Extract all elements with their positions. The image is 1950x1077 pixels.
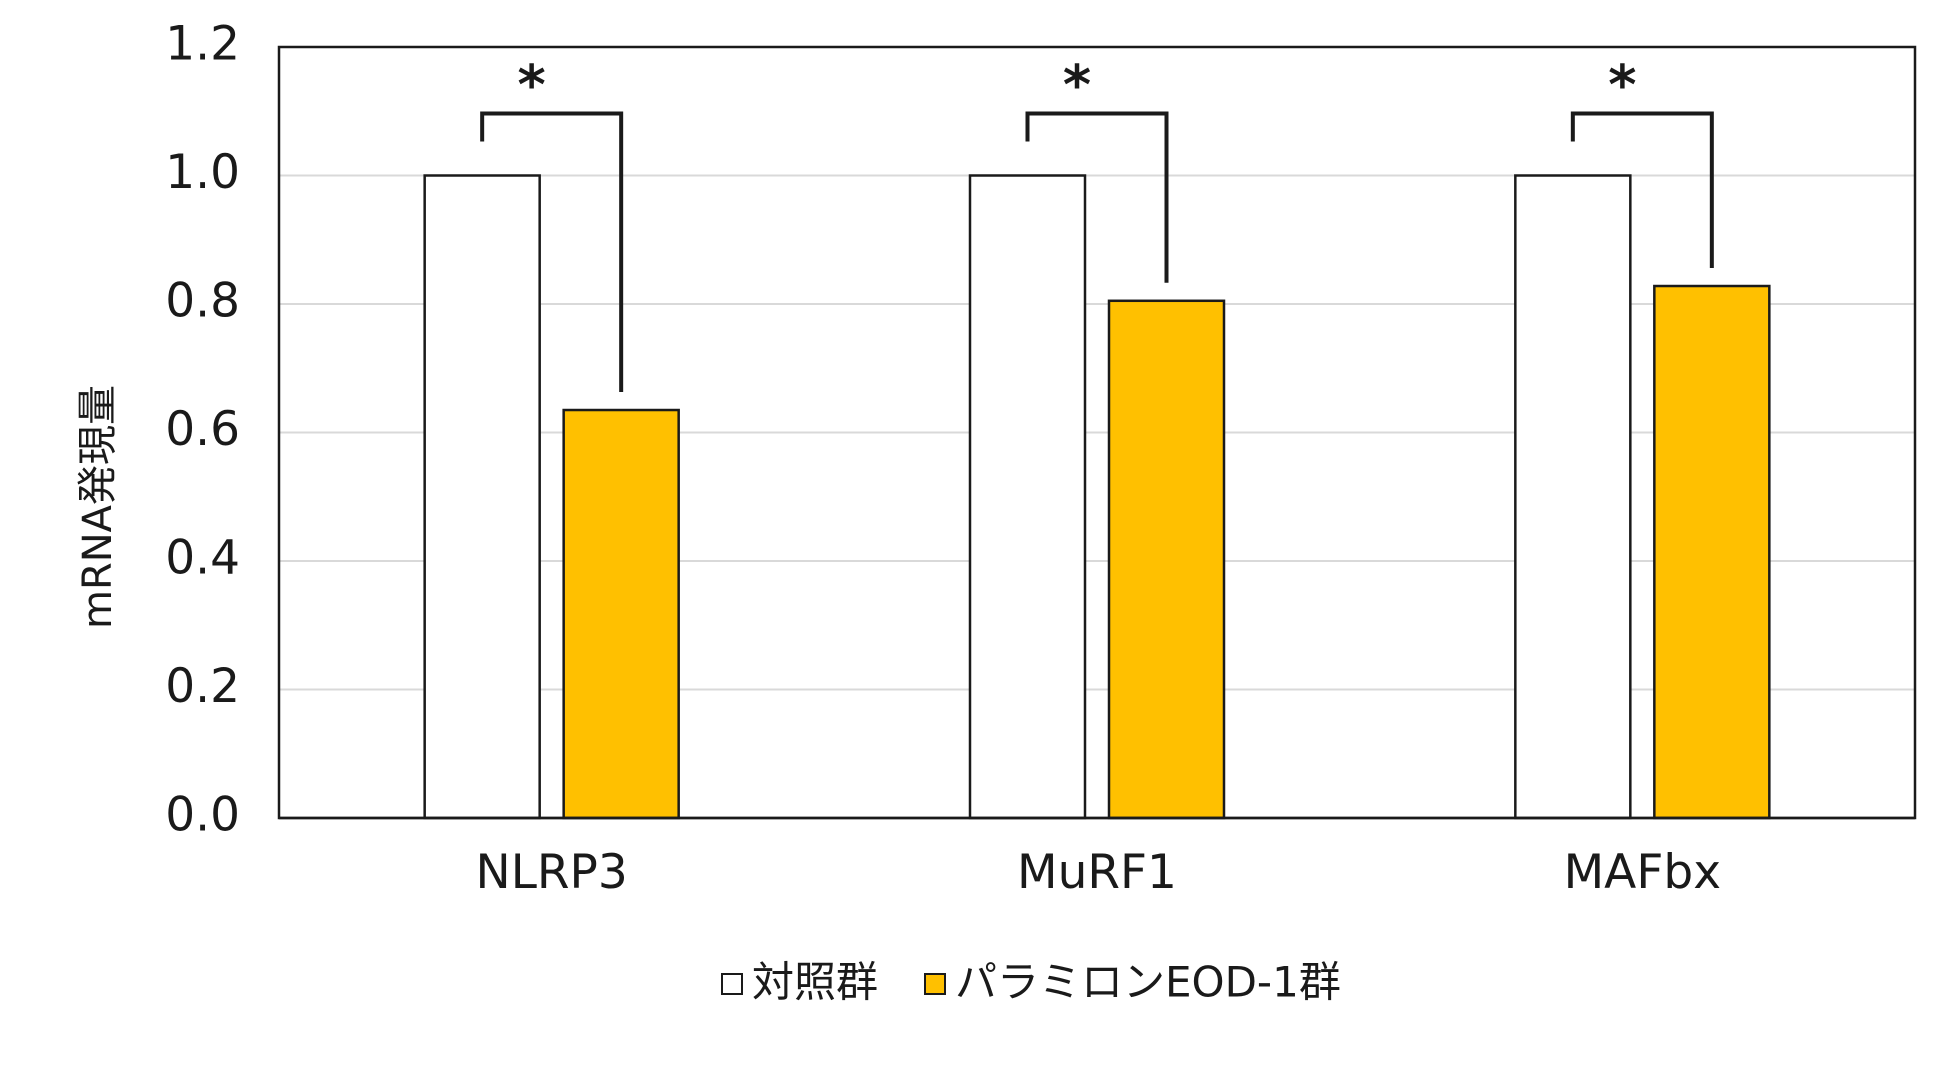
y-tick-label: 0.8 [165,274,240,329]
x-tick-labels: NLRP3 MuRF1 MAFbx [476,845,1721,900]
x-tick-label: NLRP3 [476,845,628,900]
y-tick-labels: 0.0 0.2 0.4 0.6 0.8 1.0 1.2 [165,17,240,843]
bar-control-mafbx [1514,174,1632,820]
significance-bracket [480,111,624,393]
legend-label-treatment: パラミロンEOD-1群 [955,958,1341,1007]
y-axis-label: mRNA発現量 [75,385,121,629]
significance-star: * [1063,54,1091,117]
y-tick-label: 0.2 [165,659,240,714]
significance-star: * [1608,54,1636,117]
bars [423,174,1771,820]
significance-star: * [518,54,546,117]
significance-brackets: * * * [480,54,1714,393]
bar-treatment-nlrp3 [562,408,680,820]
gridlines [279,174,1915,691]
significance-bracket [1570,111,1714,269]
bar-treatment-murf1 [1107,299,1226,820]
legend-swatch-treatment [924,973,946,995]
x-tick-label: MAFbx [1564,845,1721,900]
y-tick-label: 0.4 [165,531,240,586]
bar-treatment-mafbx [1653,284,1771,820]
legend-swatch-control [721,973,743,995]
y-tick-label: 0.6 [165,402,240,457]
bar-control-murf1 [968,174,1087,820]
significance-bracket [1025,111,1169,283]
axes [277,45,1917,820]
legend-label-control: 対照群 [752,958,878,1007]
y-tick-label: 1.0 [165,145,240,200]
legend: 対照群 パラミロンEOD-1群 [721,958,1341,1007]
bar-control-nlrp3 [423,174,541,820]
y-tick-label: 1.2 [165,17,240,72]
y-tick-label: 0.0 [165,788,240,843]
x-tick-label: MuRF1 [1017,845,1177,900]
